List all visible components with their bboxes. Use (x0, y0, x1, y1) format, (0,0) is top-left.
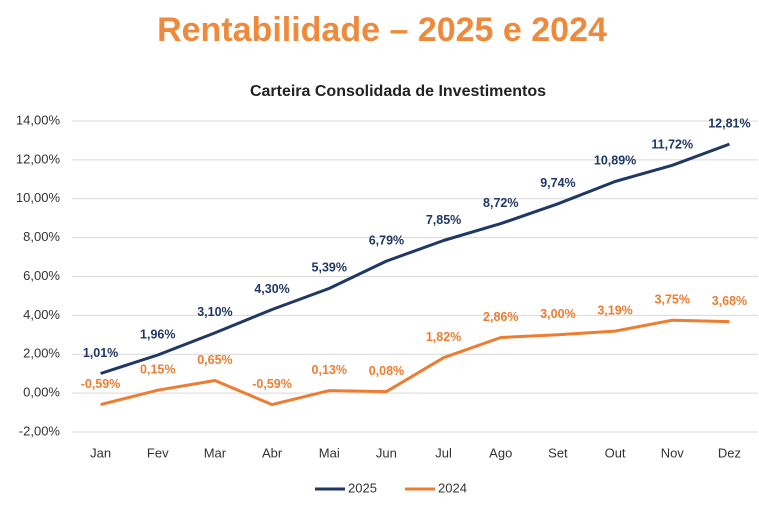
legend-label: 2025 (348, 480, 377, 495)
data-label: -0,59% (81, 377, 121, 391)
y-tick-label: 6,00% (23, 268, 60, 283)
y-tick-label: 0,00% (23, 385, 60, 400)
y-tick-label: -2,00% (19, 423, 61, 438)
data-label: 10,89% (594, 154, 636, 168)
data-label: 1,01% (83, 346, 118, 360)
x-tick-label: Ago (489, 445, 512, 460)
data-label: 4,30% (254, 282, 289, 296)
data-label: 0,13% (312, 363, 347, 377)
data-label: 3,75% (655, 293, 690, 307)
series-line (100, 318, 730, 407)
data-label: -0,59% (252, 377, 292, 391)
x-tick-label: Jul (435, 445, 452, 460)
data-label: 3,10% (197, 305, 232, 319)
x-tick-label: Jan (90, 445, 111, 460)
x-tick-label: Nov (661, 445, 685, 460)
data-label: 7,85% (426, 213, 461, 227)
data-label: 1,96% (140, 327, 175, 341)
data-label: 11,72% (651, 138, 693, 152)
y-tick-label: 10,00% (16, 190, 61, 205)
data-label: 3,19% (597, 303, 632, 317)
y-tick-label: 2,00% (23, 346, 60, 361)
data-label: 3,00% (540, 307, 575, 321)
x-tick-label: Set (548, 445, 568, 460)
y-tick-label: 12,00% (16, 151, 61, 166)
chart-subtitle: Carteira Consolidada de Investimentos (250, 83, 546, 100)
x-tick-label: Dez (718, 445, 741, 460)
data-label: 9,74% (540, 176, 575, 190)
data-label: 3,68% (712, 294, 747, 308)
data-label: 1,82% (426, 330, 461, 344)
data-label: 6,79% (369, 233, 404, 247)
y-tick-label: 4,00% (23, 307, 60, 322)
y-tick-label: 8,00% (23, 229, 60, 244)
x-tick-label: Jun (376, 445, 397, 460)
chart-title: Rentabilidade – 2025 e 2024 (157, 11, 607, 49)
x-tick-label: Mai (319, 445, 340, 460)
data-label: 2,86% (483, 310, 518, 324)
data-label: 0,15% (140, 363, 175, 377)
data-label: 12,81% (708, 116, 750, 130)
x-tick-label: Abr (262, 445, 283, 460)
x-tick-label: Mar (204, 445, 227, 460)
x-tick-label: Fev (147, 445, 169, 460)
data-label: 0,08% (369, 364, 404, 378)
y-tick-label: 14,00% (16, 112, 61, 127)
data-label: 0,65% (197, 353, 232, 367)
data-label: 5,39% (312, 261, 347, 275)
data-label: 8,72% (483, 196, 518, 210)
series-line (100, 142, 730, 375)
legend-label: 2024 (438, 480, 467, 495)
x-tick-label: Out (605, 445, 626, 460)
